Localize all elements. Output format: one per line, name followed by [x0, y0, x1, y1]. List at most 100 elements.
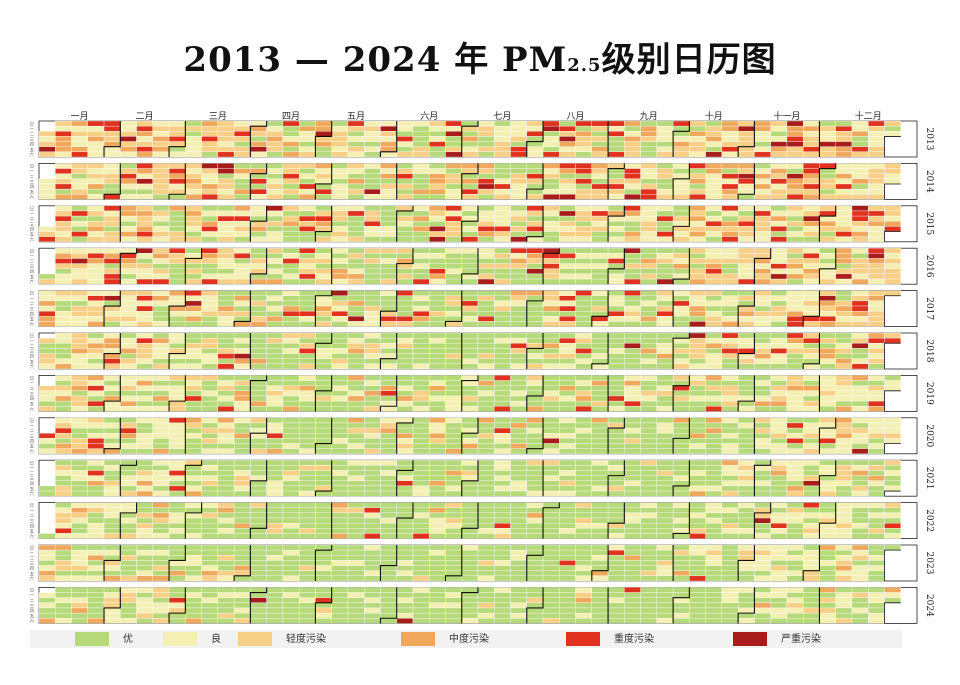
day-cell: [55, 300, 72, 307]
day-cell: [429, 131, 446, 137]
day-cell: [705, 575, 723, 582]
day-cell: [315, 305, 332, 312]
day-cell: [331, 168, 349, 174]
day-cell: [185, 321, 202, 327]
day-cell: [429, 395, 446, 402]
day-cell: [364, 485, 381, 492]
day-cell: [201, 612, 219, 619]
day-cell: [120, 607, 137, 614]
day-cell: [705, 565, 723, 571]
day-cell: [575, 517, 592, 524]
day-cell: [120, 587, 137, 593]
day-cell: [721, 443, 739, 449]
day-cell: [835, 125, 853, 132]
day-cell: [233, 517, 251, 524]
day-cell: [721, 517, 739, 524]
day-cell: [217, 183, 235, 190]
day-cell: [429, 226, 446, 232]
day-cell: [38, 400, 56, 407]
day-cell: [120, 146, 137, 153]
day-cell: [168, 125, 186, 132]
day-cell: [868, 607, 885, 614]
day-cell: [868, 406, 885, 412]
day-cell: [803, 226, 820, 232]
day-cell: [803, 151, 820, 158]
day-cell: [185, 353, 202, 359]
day-cell: [737, 502, 755, 508]
day-cell: [510, 427, 527, 434]
day-cell: [461, 253, 479, 259]
day-cell: [803, 517, 820, 524]
day-cell: [250, 236, 267, 242]
day-cell: [282, 570, 300, 577]
day-cell: [803, 205, 820, 212]
day-cell: [510, 278, 527, 285]
day-cell: [168, 433, 186, 439]
day-cell: [201, 448, 219, 454]
day-cell: [55, 533, 72, 539]
day-cell: [168, 544, 186, 551]
year-end-step: [884, 390, 901, 412]
day-cell: [851, 231, 869, 237]
day-cell: [266, 343, 284, 349]
day-cell: [656, 120, 674, 127]
day-cell: [331, 544, 349, 551]
day-cell: [607, 475, 625, 481]
day-cell: [217, 268, 235, 275]
day-cell: [754, 226, 771, 232]
day-cell: [835, 343, 853, 349]
day-cell: [266, 205, 284, 212]
month-boundary: [526, 121, 544, 157]
day-cell: [737, 490, 755, 497]
day-cell: [331, 575, 349, 582]
day-cell: [754, 120, 771, 127]
day-cell: [429, 210, 446, 217]
day-cell: [298, 517, 316, 524]
day-cell: [71, 273, 88, 280]
day-cell: [786, 263, 804, 269]
day-cell: [201, 512, 219, 519]
day-cell: [705, 395, 723, 402]
day-cell: [868, 549, 885, 556]
day-cell: [331, 136, 349, 142]
day-cell: [559, 120, 576, 127]
day-cell: [868, 221, 885, 227]
day-cell: [266, 221, 284, 227]
day-cell: [396, 570, 414, 577]
day-cell: [786, 522, 804, 529]
day-cell: [542, 210, 560, 217]
day-cell: [803, 273, 820, 280]
day-cell: [55, 316, 72, 322]
day-cell: [868, 253, 885, 259]
day-cell: [233, 400, 251, 407]
day-cell: [721, 544, 739, 551]
day-cell: [754, 485, 771, 492]
day-cell: [152, 612, 170, 619]
month-boundary: [249, 587, 268, 624]
day-cell: [851, 321, 869, 327]
day-cell: [217, 248, 235, 254]
day-cell: [461, 268, 479, 275]
day-cell: [640, 375, 658, 381]
day-cell: [477, 597, 495, 604]
legend-label: 良: [211, 634, 221, 645]
day-cell: [168, 343, 186, 349]
day-cell: [347, 517, 365, 524]
day-cell: [624, 163, 641, 169]
day-cell: [819, 575, 836, 582]
day-cell: [770, 549, 788, 556]
day-cell: [494, 390, 511, 397]
day-cell: [803, 475, 820, 481]
day-cell: [559, 427, 576, 434]
month-boundary: [396, 205, 414, 242]
day-cell: [412, 406, 430, 412]
day-cell: [136, 597, 153, 604]
day-cell: [624, 438, 641, 444]
day-cell: [55, 555, 72, 561]
day-cell: [331, 363, 349, 370]
day-cell: [233, 348, 251, 354]
day-cell: [412, 194, 430, 200]
day-cell: [656, 433, 674, 439]
day-cell: [250, 470, 267, 476]
day-cell: [347, 178, 365, 185]
